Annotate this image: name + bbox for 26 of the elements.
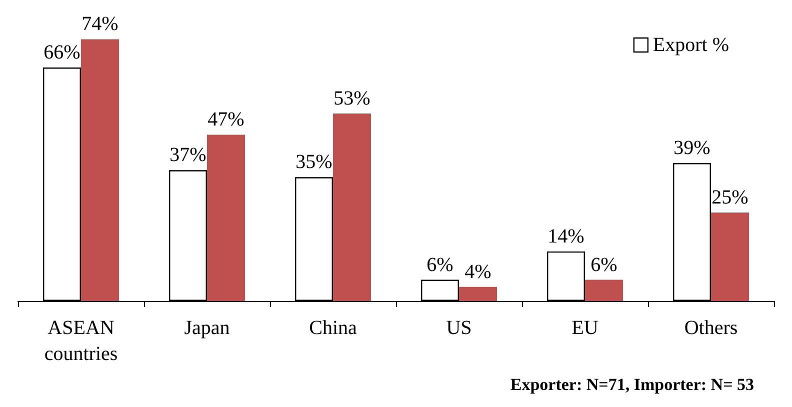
data-label: 6% <box>426 254 454 276</box>
data-label: 35% <box>296 151 332 174</box>
legend-label: Export % <box>652 34 729 56</box>
bar <box>333 114 371 301</box>
text: Exporter: N=71, Importer: N= 53 <box>510 375 754 394</box>
data-label: 39% <box>674 137 710 160</box>
x-tick-label: ASEAN countries <box>44 317 118 365</box>
data-label: 66% <box>44 42 80 64</box>
data-label: 37% <box>170 144 206 166</box>
x-tick-label: Others <box>684 317 738 339</box>
bar <box>459 286 497 301</box>
bar <box>711 212 749 301</box>
data-label: 53% <box>334 88 370 110</box>
data-label: 4% <box>464 260 492 283</box>
x-tick-label: China <box>309 317 358 339</box>
data-label: 6% <box>590 254 618 276</box>
x-tick-label: Japan <box>184 317 230 339</box>
data-label: 25% <box>712 186 748 209</box>
data-label: 74% <box>82 13 118 36</box>
data-label: 47% <box>208 108 244 131</box>
x-tick-label: EU <box>572 317 599 339</box>
bar <box>207 134 245 301</box>
x-tick-label: US <box>446 317 472 339</box>
bar <box>81 39 119 301</box>
bar <box>585 280 623 301</box>
data-label: 14% <box>548 225 584 248</box>
